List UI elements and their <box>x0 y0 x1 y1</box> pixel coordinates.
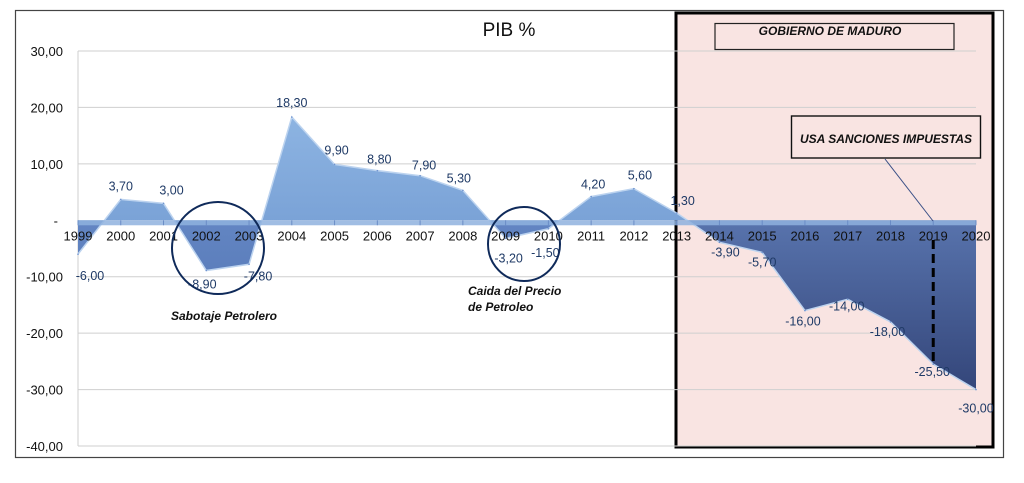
area-series <box>77 115 977 391</box>
data-point-2000 <box>119 198 122 201</box>
data-point-2013 <box>675 212 678 214</box>
data-label: -25,50 <box>915 365 950 379</box>
x-tick-label: 2002 <box>192 228 221 243</box>
x-tick-label: 2008 <box>448 228 477 243</box>
x-tick-label: 2000 <box>106 228 135 243</box>
area-negative <box>78 220 676 271</box>
x-axis-ticks: 1999 2000 2001 2002 2003 2004 2005 2006 2007 2008… <box>64 220 991 243</box>
data-point-2010 <box>547 227 550 230</box>
data-label: 1,30 <box>670 194 694 208</box>
x-tick-label: 2004 <box>277 228 306 243</box>
data-point-2004 <box>291 116 293 118</box>
x-tick-label: 2005 <box>320 228 349 243</box>
data-label: 3,70 <box>109 179 133 193</box>
caida-annotation-line1: Caida del Precio <box>468 284 561 298</box>
zero-band <box>78 220 976 226</box>
data-point-2008 <box>462 189 464 192</box>
data-point-1999 <box>77 253 79 255</box>
sabotaje-circle <box>171 201 265 295</box>
area-positive <box>104 117 676 221</box>
sanciones-box <box>790 115 982 159</box>
data-label: -16,00 <box>785 315 820 329</box>
data-label: -14,00 <box>829 299 864 313</box>
data-label: 3,00 <box>159 183 183 197</box>
x-tick-label: 2013 <box>662 228 691 243</box>
y-tick-label: 10,00 <box>30 157 63 172</box>
data-label: 7,90 <box>412 159 436 173</box>
x-tick-label: 2018 <box>876 228 905 243</box>
data-point-2011 <box>590 195 592 198</box>
data-label: -6,00 <box>76 269 105 283</box>
data-label: -30,00 <box>958 402 993 416</box>
x-tick-label: 2014 <box>705 228 734 243</box>
data-point-2020 <box>975 388 977 391</box>
x-tick-label: 2009 <box>491 228 520 243</box>
data-point-2005 <box>333 163 336 166</box>
y-axis-ticks: 30,00 20,00 10,00 - -10,00 -20,00 -30,00 -40,00 <box>26 44 63 454</box>
x-tick-label: 2003 <box>235 228 264 243</box>
sabotaje-annotation: Sabotaje Petrolero <box>171 309 277 323</box>
series-line <box>77 115 977 391</box>
data-point-2014 <box>718 241 721 244</box>
sanciones-label: USA SANCIONES IMPUESTAS <box>800 132 972 146</box>
x-tick-label: 2019 <box>919 228 948 243</box>
x-tick-label: 2015 <box>748 228 777 243</box>
data-label: 4,20 <box>581 178 605 192</box>
data-point-2002 <box>205 269 208 272</box>
data-point-2019 <box>932 363 935 365</box>
data-point-2006 <box>376 169 379 172</box>
x-tick-label: 2006 <box>363 228 392 243</box>
x-tick-label: 2001 <box>149 228 178 243</box>
y-tick-label: 20,00 <box>30 100 63 115</box>
x-tick-label: 2017 <box>833 228 862 243</box>
sanciones-pointer <box>884 158 934 222</box>
data-label: 5,30 <box>447 171 471 185</box>
x-tick-label: 2010 <box>534 228 563 243</box>
data-label: 18,30 <box>276 96 307 110</box>
gobierno-label: GOBIERNO DE MADURO <box>759 24 902 38</box>
y-tick-label: -20,00 <box>26 326 63 341</box>
gobierno-box <box>714 22 955 51</box>
data-label: -18,00 <box>870 325 905 339</box>
data-point-2015 <box>761 251 763 254</box>
data-label: -5,70 <box>748 255 777 269</box>
y-tick-label: 30,00 <box>30 44 63 59</box>
x-tick-label: 2012 <box>619 228 648 243</box>
data-label: 9,90 <box>324 143 348 157</box>
caida-annotation-line2: de Petroleo <box>468 300 533 314</box>
x-tick-label: 2016 <box>790 228 819 243</box>
x-tick-label: 1999 <box>64 228 93 243</box>
data-point-2012 <box>633 187 635 190</box>
data-point-2007 <box>419 174 421 177</box>
caida-circle <box>487 206 561 282</box>
y-tick-label: -10,00 <box>26 270 63 285</box>
data-point-2003 <box>248 263 250 266</box>
data-label: 8,80 <box>367 153 391 167</box>
data-point-2009 <box>504 237 507 240</box>
data-point-2017 <box>846 298 849 301</box>
data-point-2016 <box>804 309 806 312</box>
chart-title: PIB % <box>483 20 536 41</box>
y-tick-label: -30,00 <box>26 383 63 398</box>
data-label: -8,90 <box>188 278 217 292</box>
x-tick-label: 2011 <box>577 228 605 243</box>
data-label: -3,20 <box>494 251 523 265</box>
y-tick-label: -40,00 <box>26 439 63 454</box>
data-point-2001 <box>162 202 165 205</box>
data-point-2018 <box>889 321 892 323</box>
data-label: -3,90 <box>711 245 740 259</box>
data-label: -1,50 <box>531 246 560 260</box>
data-label: 5,60 <box>628 169 652 183</box>
x-tick-label: 2020 <box>962 228 991 243</box>
x-tick-label: 2007 <box>406 228 435 243</box>
y-tick-label: - <box>54 213 58 228</box>
